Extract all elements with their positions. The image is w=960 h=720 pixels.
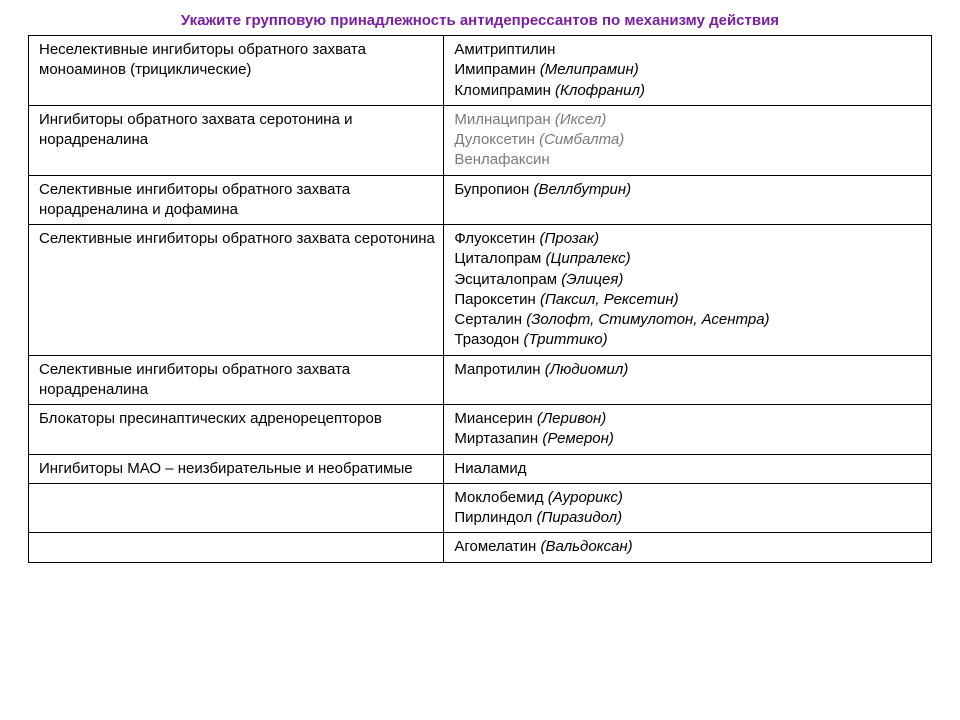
group-cell: Селективные ингибиторы обратного захвата…	[29, 175, 444, 225]
drug-line: Миансерин (Леривон)	[454, 409, 923, 429]
drug-generic: Эсциталопрам	[454, 271, 557, 288]
drug-generic: Моклобемид	[454, 489, 543, 506]
drug-generic: Милнаципран	[454, 111, 550, 128]
drug-generic: Ниаламид	[454, 460, 526, 477]
page-title: Укажите групповую принадлежность антидеп…	[28, 12, 932, 29]
group-cell	[29, 533, 444, 562]
drug-line: Ниаламид	[454, 459, 923, 479]
drug-line: Серталин (Золофт, Стимулотон, Асентра)	[454, 310, 923, 330]
drug-generic: Миансерин	[454, 410, 532, 427]
drug-line: Венлафаксин	[454, 150, 923, 170]
table-row: Агомелатин (Вальдоксан)	[29, 533, 932, 562]
drug-brand: (Паксил, Рексетин)	[540, 291, 679, 308]
drug-brand: (Вальдоксан)	[541, 538, 633, 555]
drug-generic: Кломипрамин	[454, 82, 550, 99]
table-row: Селективные ингибиторы обратного захвата…	[29, 225, 932, 356]
drug-line: Амитриптилин	[454, 40, 923, 60]
drug-line: Пирлиндол (Пиразидол)	[454, 508, 923, 528]
antidepressants-table: Неселективные ингибиторы обратного захва…	[28, 35, 932, 563]
drug-brand: (Иксел)	[555, 111, 606, 128]
table-row: Ингибиторы обратного захвата серотонина …	[29, 105, 932, 175]
drug-generic: Флуоксетин	[454, 230, 535, 247]
drug-brand: (Клофранил)	[555, 82, 645, 99]
drug-generic: Пирлиндол	[454, 509, 532, 526]
group-cell	[29, 483, 444, 533]
drugs-cell: Миансерин (Леривон)Миртазапин (Ремерон)	[444, 405, 932, 455]
drug-line: Тразодон (Триттико)	[454, 330, 923, 350]
drug-line: Имипрамин (Мелипрамин)	[454, 60, 923, 80]
drug-generic: Бупропион	[454, 181, 529, 198]
drug-generic: Венлафаксин	[454, 151, 549, 168]
drug-generic: Циталопрам	[454, 250, 541, 267]
table-row: Неселективные ингибиторы обратного захва…	[29, 36, 932, 106]
group-cell: Блокаторы пресинаптических адренорецепто…	[29, 405, 444, 455]
drugs-cell: Милнаципран (Иксел)Дулоксетин (Симбалта)…	[444, 105, 932, 175]
table-row: Селективные ингибиторы обратного захвата…	[29, 355, 932, 405]
drug-brand: (Золофт, Стимулотон, Асентра)	[526, 311, 769, 328]
drug-line: Эсциталопрам (Элицея)	[454, 270, 923, 290]
drug-brand: (Симбалта)	[539, 131, 624, 148]
drug-generic: Тразодон	[454, 331, 519, 348]
group-cell: Селективные ингибиторы обратного захвата…	[29, 355, 444, 405]
drug-line: Агомелатин (Вальдоксан)	[454, 537, 923, 557]
drug-line: Мапротилин (Людиомил)	[454, 360, 923, 380]
drug-brand: (Триттико)	[523, 331, 607, 348]
drug-line: Милнаципран (Иксел)	[454, 110, 923, 130]
drug-generic: Миртазапин	[454, 430, 538, 447]
drugs-cell: Флуоксетин (Прозак)Циталопрам (Ципралекс…	[444, 225, 932, 356]
drug-generic: Пароксетин	[454, 291, 535, 308]
drug-brand: (Людиомил)	[545, 361, 629, 378]
drug-line: Флуоксетин (Прозак)	[454, 229, 923, 249]
drug-brand: (Леривон)	[537, 410, 606, 427]
drugs-cell: Моклобемид (Аурорикс)Пирлиндол (Пиразидо…	[444, 483, 932, 533]
table-row: Селективные ингибиторы обратного захвата…	[29, 175, 932, 225]
drug-generic: Серталин	[454, 311, 522, 328]
drug-generic: Амитриптилин	[454, 41, 555, 58]
drug-line: Моклобемид (Аурорикс)	[454, 488, 923, 508]
drug-brand: (Ремерон)	[542, 430, 614, 447]
drug-line: Кломипрамин (Клофранил)	[454, 81, 923, 101]
group-cell: Ингибиторы обратного захвата серотонина …	[29, 105, 444, 175]
drug-line: Циталопрам (Ципралекс)	[454, 249, 923, 269]
drug-brand: (Аурорикс)	[548, 489, 623, 506]
drug-line: Дулоксетин (Симбалта)	[454, 130, 923, 150]
drugs-cell: Агомелатин (Вальдоксан)	[444, 533, 932, 562]
group-cell: Неселективные ингибиторы обратного захва…	[29, 36, 444, 106]
drugs-cell: Бупропион (Веллбутрин)	[444, 175, 932, 225]
drug-line: Миртазапин (Ремерон)	[454, 429, 923, 449]
drug-brand: (Мелипрамин)	[540, 61, 639, 78]
drugs-cell: Мапротилин (Людиомил)	[444, 355, 932, 405]
table-row: Блокаторы пресинаптических адренорецепто…	[29, 405, 932, 455]
drug-brand: (Пиразидол)	[536, 509, 622, 526]
drugs-cell: Ниаламид	[444, 454, 932, 483]
drug-brand: (Веллбутрин)	[534, 181, 632, 198]
group-cell: Ингибиторы МАО – неизбирательные и необр…	[29, 454, 444, 483]
drugs-cell: АмитриптилинИмипрамин (Мелипрамин)Кломип…	[444, 36, 932, 106]
drug-generic: Дулоксетин	[454, 131, 535, 148]
drug-generic: Агомелатин	[454, 538, 536, 555]
drug-generic: Мапротилин	[454, 361, 540, 378]
drug-brand: (Ципралекс)	[545, 250, 630, 267]
table-row: Моклобемид (Аурорикс)Пирлиндол (Пиразидо…	[29, 483, 932, 533]
drug-brand: (Элицея)	[561, 271, 623, 288]
group-cell: Селективные ингибиторы обратного захвата…	[29, 225, 444, 356]
drug-line: Бупропион (Веллбутрин)	[454, 180, 923, 200]
table-row: Ингибиторы МАО – неизбирательные и необр…	[29, 454, 932, 483]
drug-generic: Имипрамин	[454, 61, 535, 78]
drug-line: Пароксетин (Паксил, Рексетин)	[454, 290, 923, 310]
drug-brand: (Прозак)	[539, 230, 599, 247]
